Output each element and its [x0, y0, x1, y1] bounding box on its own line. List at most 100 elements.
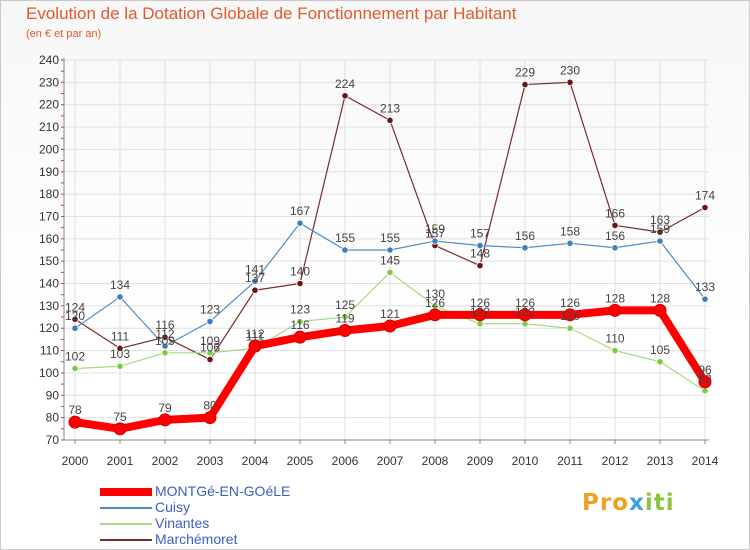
- data-point-montg-en-go-le: [248, 339, 262, 353]
- data-label-montg-en-go-le: 126: [515, 296, 535, 310]
- data-label-march-moret: 140: [290, 265, 310, 279]
- x-tick-label: 2005: [287, 454, 314, 468]
- y-tick-label: 160: [39, 232, 59, 246]
- data-labels: 124 111 116 106 137 140 224 213 157 148 229 230 166 1…: [65, 63, 715, 423]
- data-label-vinantes: 123: [290, 303, 310, 317]
- data-point-vinantes: [116, 362, 124, 370]
- y-tick-label: 170: [39, 209, 59, 223]
- data-label-montg-en-go-le: 78: [68, 403, 82, 417]
- data-label-march-moret: 157: [425, 227, 445, 241]
- y-tick-label: 90: [46, 388, 60, 402]
- x-tick-label: 2006: [332, 454, 359, 468]
- data-label-march-moret: 174: [695, 189, 715, 203]
- data-point-vinantes: [656, 358, 664, 366]
- data-label-cuisy: 134: [110, 278, 130, 292]
- y-tick-label: 180: [39, 187, 59, 201]
- data-label-march-moret: 213: [380, 101, 400, 115]
- data-point-vinantes: [521, 320, 529, 328]
- series-group: [68, 78, 712, 436]
- data-label-cuisy: 157: [470, 227, 490, 241]
- data-label-vinantes: 109: [200, 334, 220, 348]
- data-label-march-moret: 106: [200, 341, 220, 355]
- data-label-cuisy: 159: [425, 222, 445, 236]
- data-label-vinantes: 109: [155, 334, 175, 348]
- data-label-montg-en-go-le: 80: [203, 399, 217, 413]
- data-point-montg-en-go-le: [518, 308, 532, 322]
- data-point-march-moret: [206, 355, 214, 364]
- data-point-montg-en-go-le: [428, 308, 442, 322]
- data-label-vinantes: 122: [470, 305, 490, 319]
- y-tick-label: 70: [46, 433, 60, 447]
- data-label-cuisy: 120: [65, 309, 85, 323]
- x-tick-label: 2011: [557, 454, 583, 468]
- y-tick-label: 120: [39, 321, 59, 335]
- data-point-montg-en-go-le: [113, 422, 127, 436]
- data-label-montg-en-go-le: 121: [380, 307, 400, 321]
- data-point-montg-en-go-le: [653, 303, 667, 317]
- legend-swatch-marchemoret: [100, 539, 152, 541]
- data-label-march-moret: 230: [560, 63, 580, 77]
- data-label-vinantes: 122: [515, 305, 535, 319]
- data-point-vinantes: [161, 349, 169, 357]
- data-label-montg-en-go-le: 128: [605, 291, 625, 305]
- y-tick-label: 210: [39, 120, 59, 134]
- chart-subtitle: (en € et par an): [26, 28, 102, 40]
- data-point-montg-en-go-le: [383, 319, 397, 333]
- data-label-march-moret: 148: [470, 247, 490, 261]
- data-point-cuisy: [206, 317, 214, 326]
- data-point-vinantes: [296, 317, 304, 326]
- data-point-march-moret: [251, 286, 259, 294]
- data-point-vinantes: [386, 268, 394, 276]
- data-point-montg-en-go-le: [68, 415, 82, 429]
- data-point-montg-en-go-le: [473, 308, 487, 322]
- data-point-cuisy: [251, 277, 259, 285]
- data-point-montg-en-go-le: [698, 375, 712, 389]
- data-point-cuisy: [386, 246, 394, 254]
- data-label-march-moret: 124: [65, 300, 85, 314]
- data-label-montg-en-go-le: 126: [425, 296, 445, 310]
- legend-label-cuisy: Cuisy: [155, 499, 191, 515]
- data-label-montg-en-go-le: 112: [245, 327, 264, 341]
- legend-label-montge: MONTGé-EN-GOéLE: [155, 483, 291, 499]
- y-tick-label: 220: [39, 98, 59, 112]
- data-point-vinantes: [701, 387, 709, 395]
- data-label-montg-en-go-le: 126: [470, 296, 490, 310]
- legend-label-marchemoret: Marchémoret: [155, 531, 238, 547]
- data-label-montg-en-go-le: 116: [290, 318, 309, 332]
- data-point-march-moret: [71, 315, 79, 323]
- x-tick-label: 2003: [197, 454, 224, 468]
- y-tick-label: 130: [39, 299, 59, 313]
- data-point-vinantes: [611, 346, 619, 355]
- y-tick-label: 230: [39, 75, 59, 89]
- grid-lines: [64, 59, 709, 441]
- x-tick-label: 2007: [377, 454, 404, 468]
- data-point-march-moret: [116, 344, 124, 352]
- data-label-cuisy: 141: [245, 262, 265, 276]
- x-tick-label: 2012: [602, 454, 629, 468]
- x-tick-label: 2000: [62, 454, 89, 468]
- data-point-cuisy: [521, 244, 529, 252]
- data-label-cuisy: 159: [650, 222, 670, 236]
- data-label-cuisy: 123: [200, 303, 220, 317]
- data-point-cuisy: [701, 295, 709, 303]
- data-label-cuisy: 155: [335, 231, 355, 245]
- data-point-cuisy: [611, 244, 619, 252]
- data-label-vinantes: 125: [335, 298, 355, 312]
- data-point-montg-en-go-le: [293, 330, 307, 344]
- y-tick-label: 200: [39, 142, 59, 156]
- data-point-cuisy: [656, 237, 664, 245]
- data-point-vinantes: [206, 349, 214, 357]
- data-label-cuisy: 155: [380, 231, 400, 245]
- data-label-vinantes: 105: [650, 343, 670, 357]
- x-tick-label: 2014: [692, 454, 719, 468]
- y-tick-label: 100: [39, 366, 59, 380]
- data-label-cuisy: 112: [155, 327, 174, 341]
- data-label-vinantes: 120: [560, 309, 580, 323]
- data-label-cuisy: 133: [695, 280, 715, 294]
- data-point-cuisy: [476, 241, 484, 250]
- data-label-march-moret: 137: [245, 271, 265, 285]
- data-label-vinantes: 102: [65, 349, 85, 363]
- data-label-montg-en-go-le: 96: [698, 363, 712, 377]
- data-point-march-moret: [521, 80, 529, 89]
